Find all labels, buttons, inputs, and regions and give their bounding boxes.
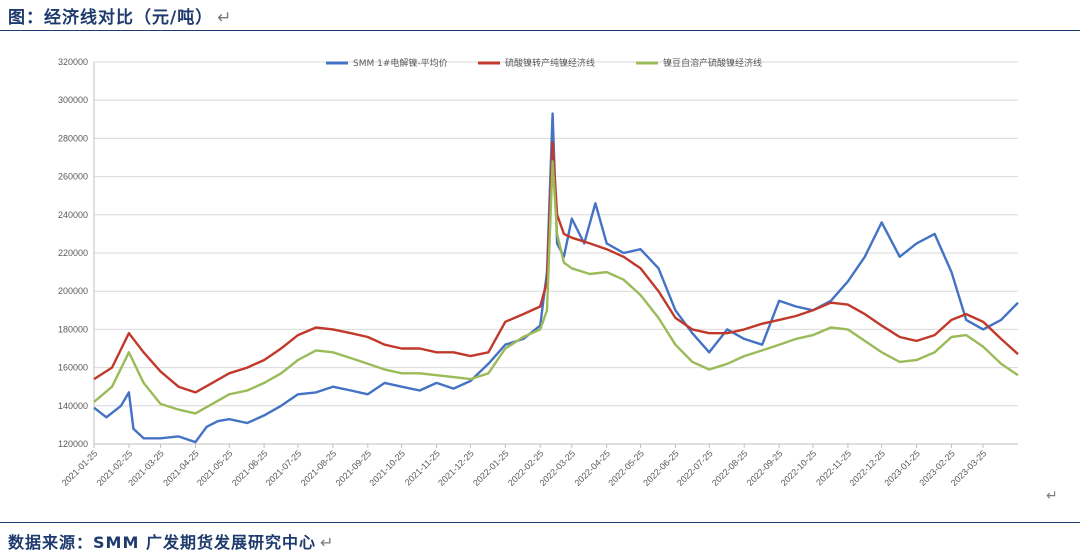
legend: SMM 1#电解镍-平均价 硫酸镍转产纯镍经济线 镍豆自溶产硫酸镍经济线 bbox=[326, 57, 762, 69]
y-tick-label: 320000 bbox=[58, 57, 88, 67]
return-mark: ↵ bbox=[1046, 488, 1058, 504]
return-mark: ↵ bbox=[319, 533, 335, 552]
y-tick-label: 200000 bbox=[58, 286, 88, 296]
legend-label: 硫酸镍转产纯镍经济线 bbox=[505, 57, 595, 69]
x-tick-label: 2022-07-25 bbox=[675, 448, 715, 488]
x-tick-label: 2022-01-25 bbox=[471, 448, 511, 488]
x-tick-label: 2021-08-25 bbox=[299, 448, 339, 488]
x-tick-label: 2022-10-25 bbox=[779, 448, 819, 488]
x-tick-label: 2021-12-25 bbox=[436, 448, 476, 488]
line-chart: 120000 140000 160000 180000 200000 220000 2400… bbox=[58, 57, 1019, 488]
header-bar: 图：经济线对比（元/吨） ↵ bbox=[0, 0, 1080, 31]
x-axis-ticks: 2021-01-252021-02-252021-03-252021-04-25… bbox=[60, 444, 988, 488]
series-line-2 bbox=[93, 140, 1019, 394]
legend-label: SMM 1#电解镍-平均价 bbox=[353, 57, 448, 69]
y-tick-label: 240000 bbox=[58, 210, 88, 220]
x-tick-label: 2021-10-25 bbox=[367, 448, 407, 488]
y-tick-label: 260000 bbox=[58, 172, 88, 182]
source-note: 数据来源：SMM 广发期货发展研究中心 ↵ bbox=[8, 533, 335, 552]
x-tick-label: 2021-01-25 bbox=[60, 448, 100, 488]
y-tick-label: 120000 bbox=[58, 439, 88, 449]
figure-title: 图：经济线对比（元/吨） ↵ bbox=[8, 8, 233, 28]
y-axis-ticks: 120000 140000 160000 180000 200000 220000 2400… bbox=[58, 57, 88, 449]
x-tick-label: 2021-05-25 bbox=[195, 448, 235, 488]
x-tick-label: 2022-08-25 bbox=[710, 448, 750, 488]
y-tick-label: 220000 bbox=[58, 248, 88, 258]
x-tick-label: 2022-12-25 bbox=[847, 448, 887, 488]
series-lines bbox=[93, 112, 1019, 444]
footer-bar: 数据来源：SMM 广发期货发展研究中心 ↵ bbox=[0, 522, 1080, 555]
grid-lines bbox=[93, 61, 1018, 445]
y-tick-label: 180000 bbox=[58, 324, 88, 334]
x-tick-label: 2021-07-25 bbox=[264, 448, 304, 488]
y-tick-label: 300000 bbox=[58, 95, 88, 105]
y-tick-label: 160000 bbox=[58, 363, 88, 373]
x-tick-label: 2022-05-25 bbox=[606, 448, 646, 488]
legend-label: 镍豆自溶产硫酸镍经济线 bbox=[663, 57, 762, 69]
y-tick-label: 140000 bbox=[58, 401, 88, 411]
return-mark: ↵ bbox=[217, 8, 233, 28]
series-line-3 bbox=[93, 160, 1019, 415]
x-tick-label: 2023-01-25 bbox=[882, 448, 922, 488]
y-tick-label: 280000 bbox=[58, 133, 88, 143]
